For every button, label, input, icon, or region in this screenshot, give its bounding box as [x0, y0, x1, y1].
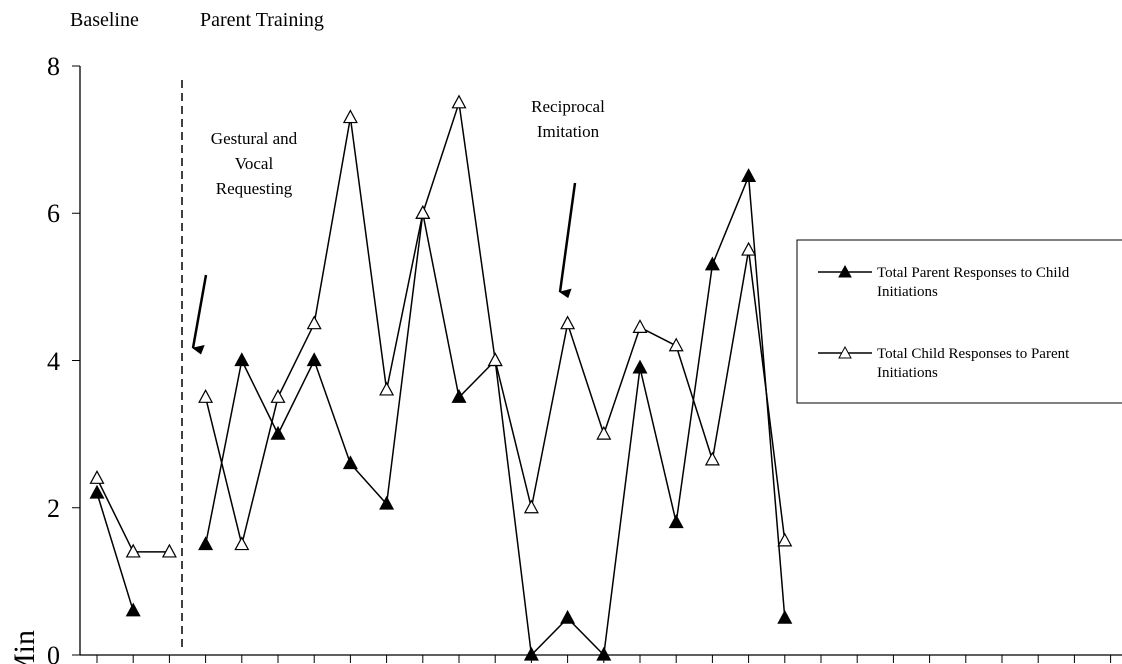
data-point-child [560, 315, 576, 330]
data-point-child [632, 319, 648, 333]
data-point-parent [741, 168, 757, 183]
annotation-reciprocal-line-1: Reciprocal [531, 97, 605, 116]
annotation-gestural-line-1: Gestural and [211, 129, 298, 148]
annotation-arrow-reciprocal [558, 182, 577, 299]
data-point-parent [704, 256, 720, 271]
legend-box [796, 239, 1122, 404]
legend-label-parent: Total Parent Responses to Child [877, 265, 1070, 281]
data-point-child [270, 389, 286, 403]
data-point-parent [89, 484, 105, 499]
series-line-child [204, 102, 786, 545]
y-tick-label-4: 4 [47, 347, 60, 376]
data-point-parent [125, 602, 141, 617]
data-point-child [668, 337, 684, 352]
series-lines [96, 102, 786, 657]
data-point-child [379, 381, 395, 396]
data-point-child [89, 470, 105, 484]
data-point-parent [523, 646, 539, 661]
data-point-child [523, 499, 539, 514]
y-tick-label-2: 2 [47, 494, 60, 523]
y-axis-label: Min [8, 630, 41, 664]
series-line-parent [96, 492, 134, 612]
annotation-reciprocal-line-2: Imitation [537, 122, 600, 141]
legend: Total Parent Responses to Child Initiati… [796, 239, 1122, 404]
phase-label-parent-training: Parent Training [200, 9, 324, 31]
data-point-child [704, 451, 720, 466]
data-point-parent [560, 609, 576, 624]
data-point-parent [270, 425, 286, 440]
data-point-parent [379, 495, 395, 510]
data-point-child [777, 532, 793, 547]
data-point-parent [234, 352, 250, 367]
y-tick-label-6: 6 [47, 199, 60, 228]
data-point-child [741, 241, 757, 256]
y-tick-label-0: 0 [47, 641, 60, 664]
legend-item-child-responses: Total Child Responses to Parent Initiati… [818, 345, 1070, 381]
data-point-parent [777, 609, 793, 624]
legend-label-child: Total Child Responses to Parent [877, 346, 1070, 362]
data-point-child [161, 543, 177, 558]
data-point-child [342, 109, 358, 124]
annotation-gestural-line-3: Requesting [216, 179, 293, 198]
legend-label-child-cont: Initiations [877, 365, 938, 381]
x-ticks [72, 65, 1112, 663]
data-point-parent [342, 455, 358, 470]
data-point-child [415, 204, 431, 219]
data-point-parent [306, 352, 322, 367]
data-point-child [234, 536, 250, 551]
data-point-parent [668, 514, 684, 529]
legend-marker-filled-triangle [838, 264, 852, 278]
legend-marker-open-triangle [838, 345, 852, 359]
data-point-parent [451, 389, 467, 403]
series-line-child [96, 477, 170, 553]
phase-label-baseline: Baseline [70, 9, 139, 31]
data-point-child [487, 352, 503, 367]
data-point-parent [632, 359, 648, 374]
data-point-child [596, 425, 612, 440]
data-point-child [306, 315, 322, 330]
data-point-parent [198, 536, 214, 551]
legend-label-parent-cont: Initiations [877, 284, 938, 300]
series-markers [89, 94, 793, 661]
legend-item-parent-responses: Total Parent Responses to Child Initiati… [818, 264, 1070, 300]
data-point-child [125, 543, 141, 558]
annotation-gestural-line-2: Vocal [235, 154, 274, 173]
data-point-child [451, 94, 467, 109]
y-tick-label-8: 8 [47, 52, 60, 81]
y-ticks: 8 6 4 2 0 [47, 52, 60, 664]
data-point-child [198, 389, 214, 403]
annotation-arrow-gestural [191, 274, 208, 355]
data-point-parent [596, 646, 612, 661]
